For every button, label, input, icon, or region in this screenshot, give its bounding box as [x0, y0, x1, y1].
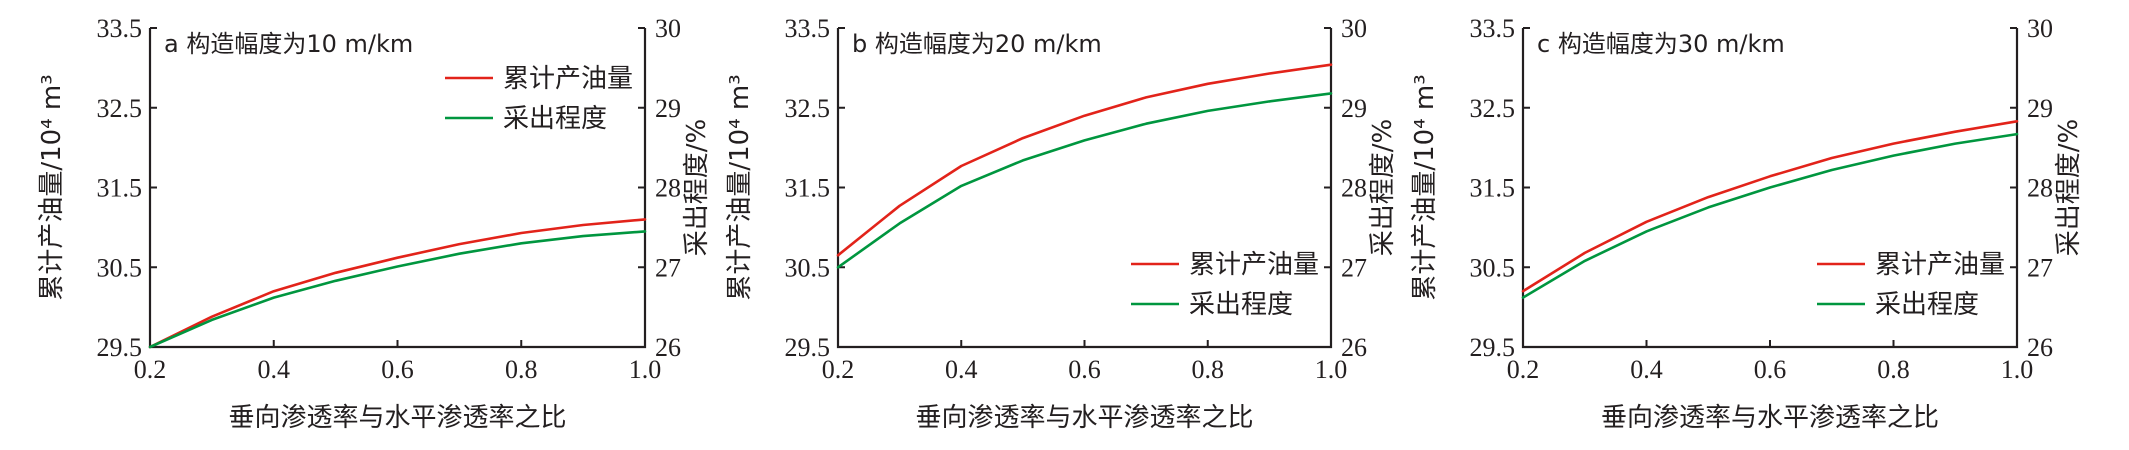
- y2-axis-label: 采出程度/%: [1368, 119, 1398, 256]
- y-tick-label: 32.5: [785, 94, 831, 123]
- y2-axis-label: 采出程度/%: [682, 119, 712, 256]
- y-tick-label: 31.5: [97, 174, 143, 203]
- y2-tick-label: 28: [1341, 174, 1367, 203]
- legend-label: 累计产油量: [1189, 250, 1319, 280]
- series-line-cumulative-oil: [836, 63, 1333, 257]
- legend-label: 采出程度: [1875, 290, 1979, 320]
- y-axis-label: 累计产油量/10⁴ m³: [37, 74, 67, 300]
- y-axis-label: 累计产油量/10⁴ m³: [725, 74, 755, 300]
- chart-panel-b: 0.2 0.4 0.6 0.8 1.0 29.5 30.5 31.5 32.5 33.5 26 27 2…: [725, 14, 1398, 433]
- y-tick-label: 31.5: [1470, 174, 1516, 203]
- x-axis-label: 垂向渗透率与水平渗透率之比: [228, 403, 566, 433]
- x-tick-label: 0.2: [1507, 355, 1540, 384]
- x-tick-label: 0.6: [381, 355, 414, 384]
- panel-title: a 构造幅度为10 m/km: [164, 30, 413, 58]
- y2-tick-label: 30: [2027, 14, 2053, 43]
- y2-tick-label: 29: [655, 94, 681, 123]
- y-tick-label: 30.5: [1470, 253, 1516, 282]
- y2-tick-label: 27: [655, 253, 681, 282]
- y2-tick-label: 29: [2027, 94, 2053, 123]
- y-tick-label: 32.5: [1470, 94, 1516, 123]
- y-tick-label: 29.5: [1470, 333, 1516, 362]
- x-tick-label: 0.4: [258, 355, 291, 384]
- x-tick-label: 0.2: [822, 355, 855, 384]
- x-tick-label: 0.4: [1630, 355, 1663, 384]
- y2-tick-label: 26: [2027, 333, 2053, 362]
- y-tick-label: 29.5: [785, 333, 831, 362]
- y2-tick-label: 26: [1341, 333, 1367, 362]
- legend-label: 累计产油量: [503, 64, 633, 94]
- series-line-cumulative-oil: [148, 218, 647, 349]
- y-tick-label: 29.5: [97, 333, 143, 362]
- y2-tick-label: 30: [655, 14, 681, 43]
- panel-title: b 构造幅度为20 m/km: [852, 30, 1102, 58]
- x-tick-label: 1.0: [629, 355, 662, 384]
- y2-axis-label: 采出程度/%: [2054, 119, 2084, 256]
- y-tick-label: 33.5: [785, 14, 831, 43]
- y2-tick-label: 27: [2027, 253, 2053, 282]
- y-tick-label: 33.5: [1470, 14, 1516, 43]
- chart-panel-a: 0.2 0.4 0.6 0.8 1.0 29.5 30.5 31.5 32.5 33.5 26 27 2…: [37, 14, 712, 433]
- y-tick-label: 32.5: [97, 94, 143, 123]
- y2-tick-label: 30: [1341, 14, 1367, 43]
- x-tick-label: 0.8: [1192, 355, 1225, 384]
- series-line-cumulative-oil: [1521, 120, 2019, 293]
- x-axis-label: 垂向渗透率与水平渗透率之比: [1601, 403, 1939, 433]
- y-tick-label: 30.5: [785, 253, 831, 282]
- y-tick-label: 33.5: [97, 14, 143, 43]
- y2-tick-label: 28: [655, 174, 681, 203]
- x-tick-label: 1.0: [2001, 355, 2034, 384]
- y2-tick-label: 28: [2027, 174, 2053, 203]
- x-axis-label: 垂向渗透率与水平渗透率之比: [915, 403, 1253, 433]
- x-tick-label: 0.2: [134, 355, 167, 384]
- y-axis-label: 累计产油量/10⁴ m³: [1410, 74, 1440, 300]
- legend-label: 累计产油量: [1875, 250, 2005, 280]
- y2-tick-label: 26: [655, 333, 681, 362]
- x-tick-label: 1.0: [1315, 355, 1348, 384]
- y2-tick-label: 29: [1341, 94, 1367, 123]
- y-tick-label: 30.5: [97, 253, 143, 282]
- x-tick-label: 0.8: [505, 355, 538, 384]
- x-tick-label: 0.4: [945, 355, 978, 384]
- y2-tick-label: 27: [1341, 253, 1367, 282]
- legend-label: 采出程度: [503, 104, 607, 134]
- chart-panel-c: 0.2 0.4 0.6 0.8 1.0 29.5 30.5 31.5 32.5 33.5 26 27 2…: [1410, 14, 2084, 433]
- x-tick-label: 0.6: [1068, 355, 1101, 384]
- x-tick-label: 0.8: [1877, 355, 1910, 384]
- series-line-recovery-degree: [836, 92, 1333, 269]
- x-tick-label: 0.6: [1754, 355, 1787, 384]
- y-tick-label: 31.5: [785, 174, 831, 203]
- series-line-recovery-degree: [148, 230, 647, 349]
- panel-title: c 构造幅度为30 m/km: [1537, 30, 1785, 58]
- legend-label: 采出程度: [1189, 290, 1293, 320]
- series-line-recovery-degree: [1521, 132, 2019, 299]
